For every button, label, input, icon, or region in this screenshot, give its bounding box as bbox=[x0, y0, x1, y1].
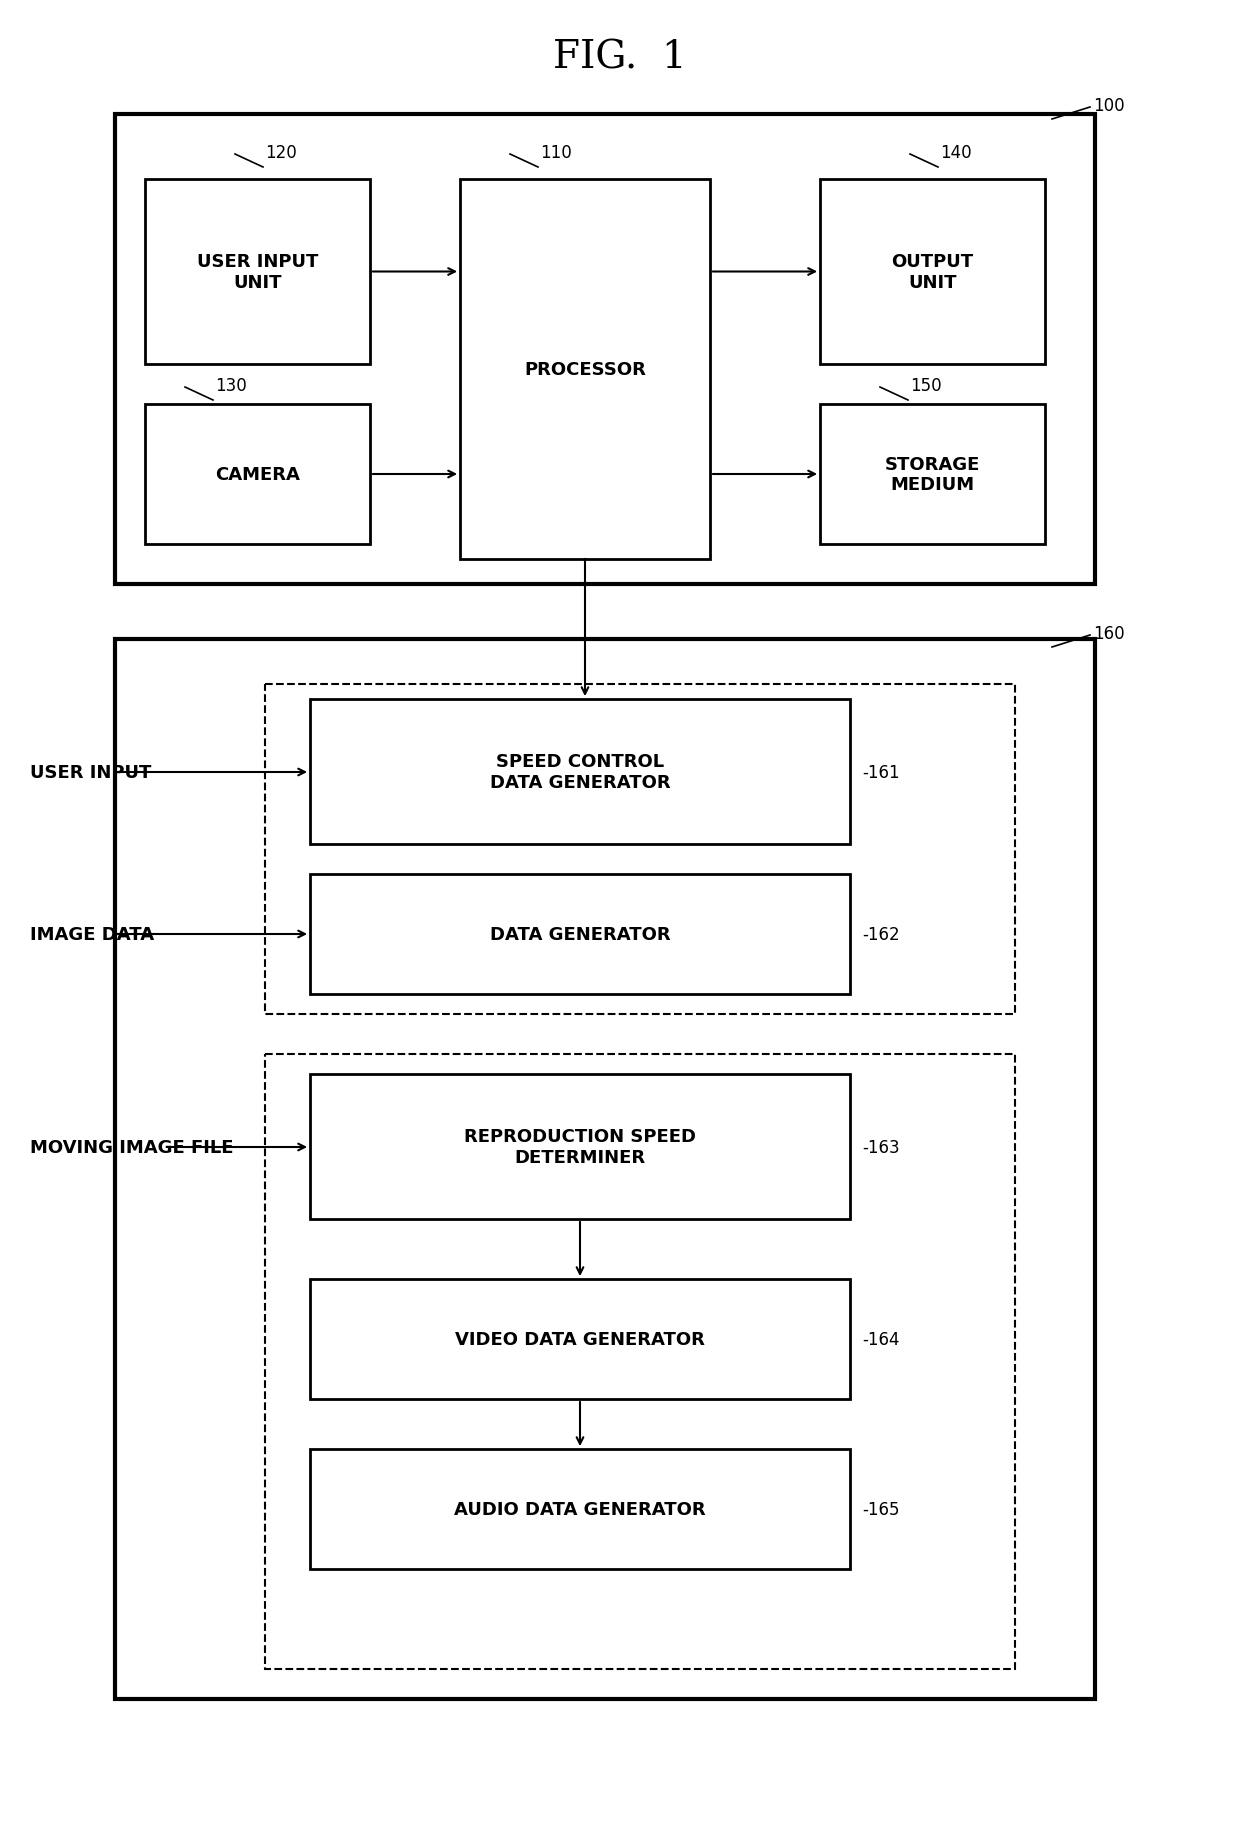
Text: DATA GENERATOR: DATA GENERATOR bbox=[490, 926, 671, 944]
Text: CAMERA: CAMERA bbox=[215, 467, 300, 483]
Text: SPEED CONTROL
DATA GENERATOR: SPEED CONTROL DATA GENERATOR bbox=[490, 752, 671, 791]
Text: MOVING IMAGE FILE: MOVING IMAGE FILE bbox=[30, 1138, 233, 1157]
Bar bbox=[820, 179, 1045, 364]
Text: -164: -164 bbox=[862, 1330, 899, 1349]
Text: -162: -162 bbox=[862, 926, 900, 944]
Text: -165: -165 bbox=[862, 1501, 899, 1519]
Text: PROCESSOR: PROCESSOR bbox=[525, 361, 646, 379]
Bar bbox=[310, 1074, 849, 1219]
Bar bbox=[310, 699, 849, 844]
Text: 150: 150 bbox=[910, 377, 941, 395]
Text: -161: -161 bbox=[862, 763, 900, 781]
Text: USER INPUT
UNIT: USER INPUT UNIT bbox=[197, 253, 319, 291]
Bar bbox=[460, 179, 711, 560]
Text: REPRODUCTION SPEED
DETERMINER: REPRODUCTION SPEED DETERMINER bbox=[464, 1127, 696, 1166]
Bar bbox=[115, 640, 1095, 1698]
Text: AUDIO DATA GENERATOR: AUDIO DATA GENERATOR bbox=[454, 1501, 706, 1519]
Text: 110: 110 bbox=[539, 145, 572, 161]
Text: 160: 160 bbox=[1092, 624, 1125, 642]
Text: 120: 120 bbox=[265, 145, 296, 161]
Bar bbox=[265, 684, 1016, 1014]
Text: 100: 100 bbox=[1092, 97, 1125, 115]
Bar bbox=[310, 875, 849, 994]
Text: VIDEO DATA GENERATOR: VIDEO DATA GENERATOR bbox=[455, 1330, 704, 1349]
Bar bbox=[145, 179, 370, 364]
Text: IMAGE DATA: IMAGE DATA bbox=[30, 926, 154, 944]
Bar bbox=[820, 404, 1045, 545]
Text: 140: 140 bbox=[940, 145, 972, 161]
Text: -163: -163 bbox=[862, 1138, 900, 1157]
Text: USER INPUT: USER INPUT bbox=[30, 763, 151, 781]
Text: OUTPUT
UNIT: OUTPUT UNIT bbox=[892, 253, 973, 291]
Bar bbox=[145, 404, 370, 545]
Bar bbox=[115, 115, 1095, 584]
Bar bbox=[265, 1054, 1016, 1669]
Bar bbox=[310, 1279, 849, 1400]
Text: 130: 130 bbox=[215, 377, 247, 395]
Text: STORAGE
MEDIUM: STORAGE MEDIUM bbox=[885, 456, 980, 494]
Text: FIG.  1: FIG. 1 bbox=[553, 40, 687, 77]
Bar bbox=[310, 1449, 849, 1568]
